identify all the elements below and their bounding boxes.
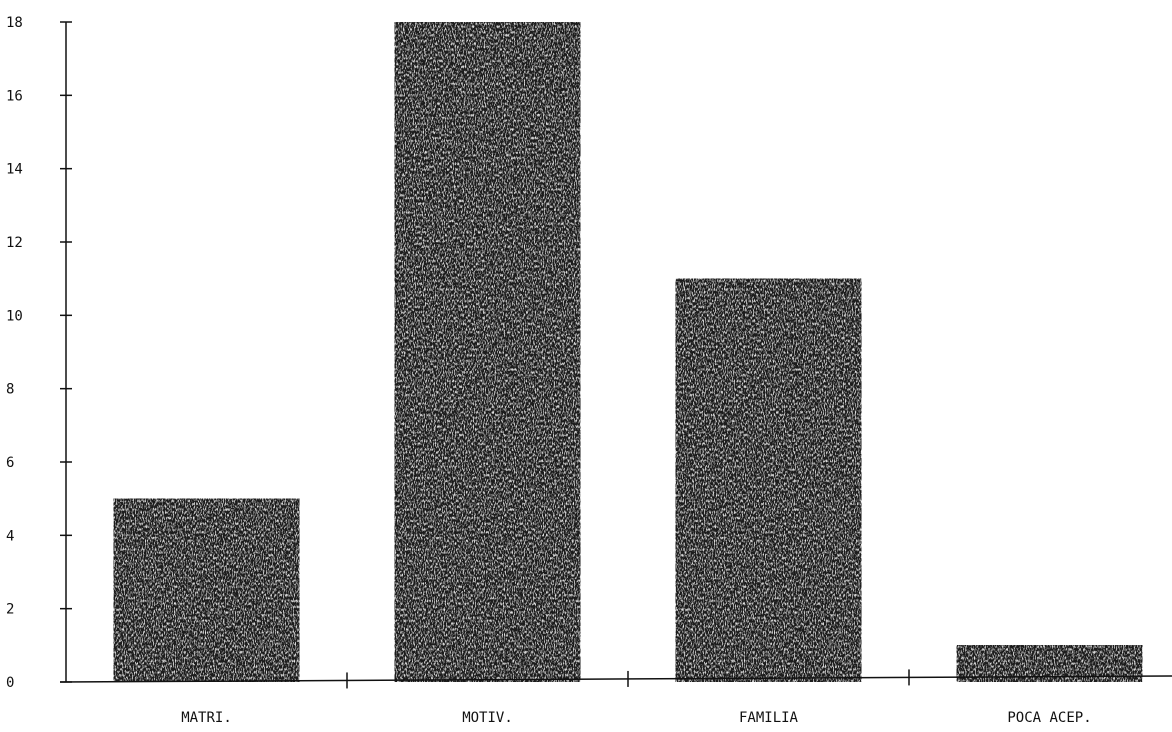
bar-motiv xyxy=(393,21,582,683)
y-tick-label-4: 4 xyxy=(6,528,14,544)
bar-poca-acep xyxy=(955,644,1144,683)
x-category-label-motiv: MOTIV. xyxy=(462,710,513,726)
x-axis-line xyxy=(59,675,1172,683)
bar-matri xyxy=(112,497,301,684)
x-category-label-familia: FAMILIA xyxy=(739,710,799,726)
axes-layer xyxy=(59,21,1172,689)
y-tick-label-16: 16 xyxy=(6,88,23,104)
labels-layer: 0 2 4 6 8 10 12 14 16 18 MATRI. MOTIV. FAMILIA POCA A… xyxy=(6,15,1092,726)
y-tick-label-6: 6 xyxy=(6,455,14,471)
y-tick-label-10: 10 xyxy=(6,308,23,324)
x-category-label-poca-acep: POCA ACEP. xyxy=(1007,710,1091,726)
bar-familia xyxy=(674,277,863,683)
x-category-label-matri: MATRI. xyxy=(181,710,232,726)
y-tick-label-8: 8 xyxy=(6,382,14,398)
y-tick-label-12: 12 xyxy=(6,235,23,251)
y-tick-label-18: 18 xyxy=(6,15,23,31)
bars-layer xyxy=(112,21,1144,684)
y-tick-label-2: 2 xyxy=(6,602,14,618)
y-tick-label-14: 14 xyxy=(6,162,23,178)
y-tick-label-0: 0 xyxy=(6,675,14,691)
